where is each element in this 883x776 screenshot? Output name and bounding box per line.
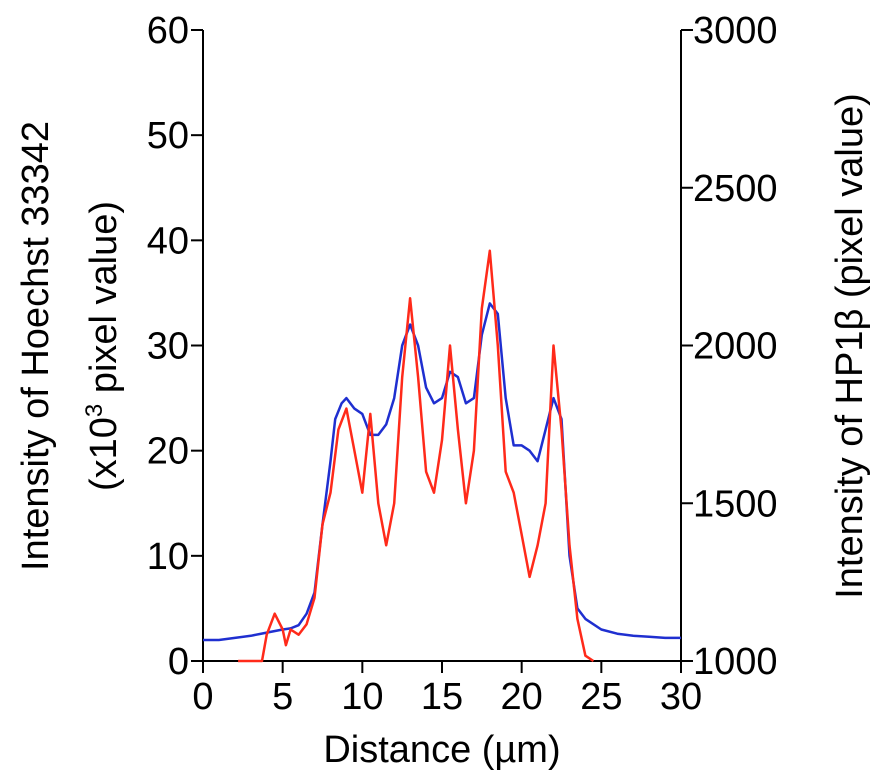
x-tick-label: 15	[421, 676, 463, 718]
left-y-axis-title-line1: Intensity of Hoechst 33342	[15, 121, 57, 571]
x-tick-label: 0	[192, 676, 213, 718]
tick-labels: 0 5 10 15 20 25 30 0 10 20 30 40 50 60 1000 1500 2000 250…	[147, 10, 778, 718]
y-left-tick-label: 40	[147, 220, 189, 262]
y-right-tick-label: 1000	[693, 641, 778, 683]
left-y-axis-title: Intensity of Hoechst 33342	[15, 121, 57, 571]
x-tick-label: 5	[272, 676, 293, 718]
x-axis-title: Distance (µm)	[323, 729, 560, 771]
y-left-tick-label: 10	[147, 536, 189, 578]
y-left-tick-label: 30	[147, 326, 189, 368]
y-left-tick-label: 60	[147, 10, 189, 52]
x-tick-label: 30	[660, 676, 702, 718]
y-left-tick-label: 20	[147, 431, 189, 473]
tick-marks	[191, 29, 693, 673]
x-tick-label: 10	[341, 676, 383, 718]
left-y-axis-title-units: (x103 pixel value)	[81, 201, 125, 491]
left-y-axis-units-superscript: 3	[81, 404, 108, 417]
x-tick-label: 20	[501, 676, 543, 718]
x-tick-label: 25	[580, 676, 622, 718]
series-layer	[203, 249, 681, 663]
series-line-blue	[203, 302, 681, 642]
series-line-red	[238, 249, 595, 663]
right-y-axis-title: Intensity of HP1β (pixel value)	[829, 93, 871, 599]
y-right-tick-label: 3000	[693, 10, 778, 52]
y-left-tick-label: 50	[147, 115, 189, 157]
y-right-tick-label: 2500	[693, 168, 778, 210]
y-right-tick-label: 1500	[693, 483, 778, 525]
left-y-axis-units-suffix: pixel value)	[83, 201, 125, 404]
y-right-tick-label: 2000	[693, 326, 778, 368]
left-y-axis-units-prefix: (x10	[83, 417, 125, 491]
axes	[202, 30, 682, 662]
y-left-tick-label: 0	[168, 641, 189, 683]
